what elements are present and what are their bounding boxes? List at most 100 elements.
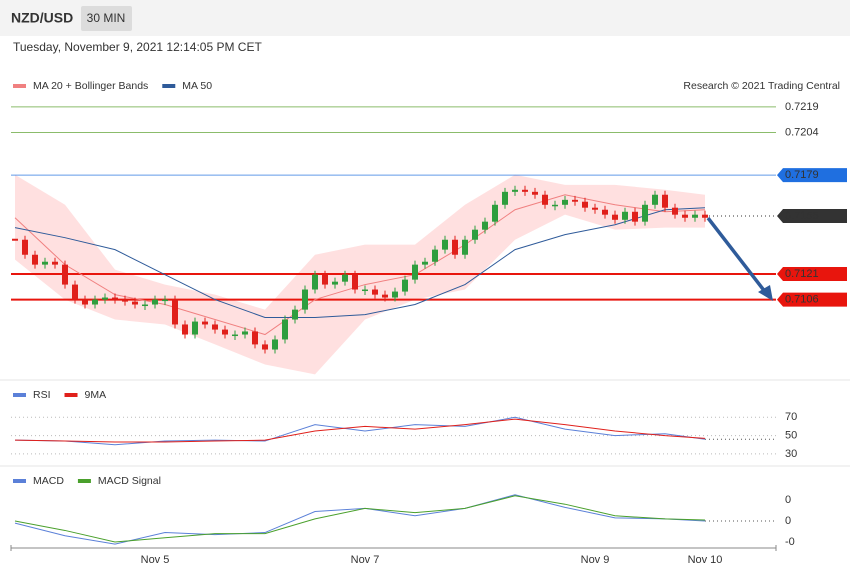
candle [602,209,608,215]
candle [682,214,688,218]
candle [552,204,558,207]
candle [412,264,418,280]
level-tag [777,209,847,224]
candle [392,291,398,298]
x-tick-label: Nov 7 [351,554,380,566]
legend-label: MACD Signal [98,475,161,487]
candle [172,299,178,325]
candle [142,304,148,307]
candle [362,289,368,292]
candle [312,274,318,290]
series-line [14,416,706,446]
y-tick-label: 50 [785,429,797,441]
timeframe-button[interactable] [81,6,132,31]
candle [112,297,118,300]
level-label: 0.7121 [785,268,819,280]
level-tag [777,292,847,307]
y-tick-label: 0 [785,494,791,506]
candle [472,229,478,240]
candle [252,331,258,345]
candle [382,294,388,298]
series-line [14,194,706,336]
candle [562,199,568,205]
legend-swatch [13,479,26,483]
y-tick-label: -0 [785,536,795,548]
legend-label: MA 50 [182,80,212,92]
x-tick-label: Nov 10 [688,554,723,566]
candle [262,344,268,350]
candle [632,211,638,222]
level-tag [777,168,847,183]
candle [302,289,308,310]
timestamp: Tuesday, November 9, 2021 12:14:05 PM CE… [13,40,262,54]
candle [592,207,598,210]
candle [202,321,208,325]
candle [332,281,338,285]
legend-swatch [64,393,78,397]
legend-swatch [77,479,91,483]
candle [692,214,698,218]
candle [402,279,408,292]
candle [452,239,458,255]
legend-swatch [13,393,26,397]
candle [352,274,358,290]
candle [702,214,708,218]
candle [82,299,88,305]
candle [22,239,28,255]
candle [132,301,138,305]
candle [612,214,618,220]
candle [192,321,198,335]
candle [582,201,588,208]
candle [162,299,168,302]
candle [512,189,518,192]
candle [242,331,248,335]
candle [92,299,98,305]
candle [532,191,538,195]
candle [652,194,658,205]
candle [572,199,578,202]
candle [672,207,678,215]
series-line [14,418,706,443]
y-tick-label: 0 [785,515,791,527]
candle [662,194,668,208]
candle [482,221,488,230]
candle [422,261,428,265]
candle [222,329,228,335]
candle [52,261,58,265]
candle [432,249,438,262]
legend-label: MA 20 + Bollinger Bands [33,80,148,92]
symbol: NZD/USD [11,10,73,26]
candle [372,289,378,295]
candle [462,239,468,255]
candle [62,264,68,285]
legend-swatch [162,84,176,88]
level-tag [777,267,847,282]
candle [522,189,528,192]
legend-label: 9MA [85,389,107,401]
candle [542,194,548,205]
candle [102,297,108,300]
level-label: 0.7219 [785,101,819,113]
level-label: 0.7106 [785,293,819,305]
candle [642,204,648,222]
candle [182,324,188,335]
timeframe[interactable]: 30 MIN [87,11,126,25]
plot-layer: 0.7219 0.7204 0.7179 0.7155 0.7121 0.7106 Nov … [11,80,847,566]
y-tick-label: 30 [785,448,797,460]
level-label: 0.7179 [785,169,819,181]
candle [72,284,78,300]
candle [342,274,348,282]
x-tick-label: Nov 5 [141,554,170,566]
series-line [14,495,706,543]
candle [272,339,278,350]
candle [42,261,48,265]
candle [122,299,128,302]
candle [622,211,628,220]
level-label: 0.7204 [785,126,819,138]
level-label: 0.7155 [785,210,819,222]
candle [492,204,498,222]
legend-swatch [13,84,26,88]
forecast-arrow [706,216,768,295]
